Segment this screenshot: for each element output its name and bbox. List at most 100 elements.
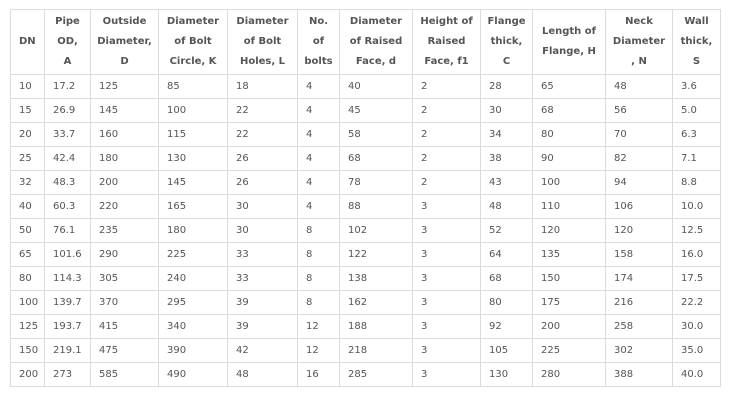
header-cell: Pipe OD, A: [44, 9, 91, 75]
table-cell: 125: [10, 314, 45, 339]
table-cell: 370: [90, 290, 159, 315]
header-text: Face, d: [355, 56, 397, 67]
table-cell: 15: [10, 98, 45, 123]
table-cell: 82: [605, 146, 673, 171]
table-cell: 110: [532, 194, 606, 219]
table-cell: 4: [297, 98, 340, 123]
table-cell: 145: [158, 170, 228, 195]
table-cell: 100: [532, 170, 606, 195]
header-text: of: [312, 36, 325, 47]
table-cell: 26.9: [44, 98, 91, 123]
table-cell: 32: [10, 170, 45, 195]
table-cell: 48: [605, 74, 673, 99]
table-cell: 20: [10, 122, 45, 147]
table-cell: 45: [339, 98, 413, 123]
header-text: D: [120, 56, 129, 67]
table-cell: 3: [412, 218, 481, 243]
header-cell: Diameter of Bolt Holes, L: [227, 9, 298, 75]
table-cell: 33: [227, 266, 298, 291]
table-cell: 12: [297, 338, 340, 363]
table-cell: 42: [227, 338, 298, 363]
table-cell: 68: [532, 98, 606, 123]
header-text: Wall: [684, 16, 709, 27]
table-cell: 8: [297, 218, 340, 243]
table-cell: 130: [480, 362, 533, 387]
table-cell: 490: [158, 362, 228, 387]
table-cell: 88: [339, 194, 413, 219]
table-cell: 100: [10, 290, 45, 315]
table-cell: 390: [158, 338, 228, 363]
table-cell: 3: [412, 314, 481, 339]
header-text: of Bolt: [243, 36, 282, 47]
table-cell: 135: [532, 242, 606, 267]
table-cell: 4: [297, 122, 340, 147]
table-cell: 200: [90, 170, 159, 195]
table-cell: 158: [605, 242, 673, 267]
table-cell: 100: [158, 98, 228, 123]
table-cell: 225: [158, 242, 228, 267]
table-cell: 106: [605, 194, 673, 219]
header-text: DN: [19, 36, 36, 47]
table-row: 150 219.1 475 390 42 12 218 3 105 225 302 35.0: [10, 338, 721, 363]
table-cell: 18: [227, 74, 298, 99]
table-cell: 39: [227, 290, 298, 315]
table-cell: 5.0: [672, 98, 721, 123]
header-text: thick,: [490, 36, 523, 47]
header-text: Diameter: [236, 16, 289, 27]
table-cell: 114.3: [44, 266, 91, 291]
header-text: Flange, H: [542, 46, 596, 57]
header-cell: Height of Raised Face, f1: [412, 9, 481, 75]
table-cell: 28: [480, 74, 533, 99]
table-cell: 3: [412, 242, 481, 267]
table-cell: 17.5: [672, 266, 721, 291]
header-text: Diameter,: [97, 36, 152, 47]
header-text: S: [692, 56, 701, 67]
header-text: bolts: [304, 56, 333, 67]
header-text: Circle, K: [169, 56, 217, 67]
table-cell: 240: [158, 266, 228, 291]
table-cell: 2: [412, 170, 481, 195]
table-cell: 145: [90, 98, 159, 123]
table-cell: 120: [605, 218, 673, 243]
table-cell: 2: [412, 122, 481, 147]
table-cell: 48: [480, 194, 533, 219]
table-cell: 48: [227, 362, 298, 387]
table-cell: 26: [227, 170, 298, 195]
table-cell: 200: [532, 314, 606, 339]
table-cell: 64: [480, 242, 533, 267]
table-row: 125 193.7 415 340 39 12 188 3 92 200 258 30.0: [10, 314, 721, 339]
table-cell: 68: [480, 266, 533, 291]
table-header: DN Pipe OD, A Outside Diameter, D Diameter of Bo…: [10, 9, 721, 75]
table-cell: 80: [532, 122, 606, 147]
table-cell: 4: [297, 170, 340, 195]
header-cell: DN: [10, 9, 45, 75]
table-cell: 92: [480, 314, 533, 339]
table-cell: 3: [412, 362, 481, 387]
table-row: 40 60.3 220 165 30 4 88 3 48 110 106 10.0: [10, 194, 721, 219]
header-text: Height of: [420, 16, 473, 27]
table-cell: 3: [412, 266, 481, 291]
header-cell: Neck Diameter , N: [605, 9, 673, 75]
header-text: Holes, L: [239, 56, 286, 67]
header-text: thick,: [680, 36, 713, 47]
table-cell: 295: [158, 290, 228, 315]
table-cell: 258: [605, 314, 673, 339]
table-cell: 139.7: [44, 290, 91, 315]
table-cell: 305: [90, 266, 159, 291]
table-cell: 180: [158, 218, 228, 243]
table-cell: 50: [10, 218, 45, 243]
table-cell: 475: [90, 338, 159, 363]
table-cell: 3: [412, 194, 481, 219]
table-cell: 52: [480, 218, 533, 243]
table-cell: 125: [90, 74, 159, 99]
table-cell: 65: [532, 74, 606, 99]
table-cell: 42.4: [44, 146, 91, 171]
table-cell: 388: [605, 362, 673, 387]
header-cell: Wall thick, S: [672, 9, 721, 75]
table-cell: 68: [339, 146, 413, 171]
table-row: 80 114.3 305 240 33 8 138 3 68 150 174 17.5: [10, 266, 721, 291]
table-cell: 8: [297, 290, 340, 315]
table-cell: 280: [532, 362, 606, 387]
table-cell: 17.2: [44, 74, 91, 99]
